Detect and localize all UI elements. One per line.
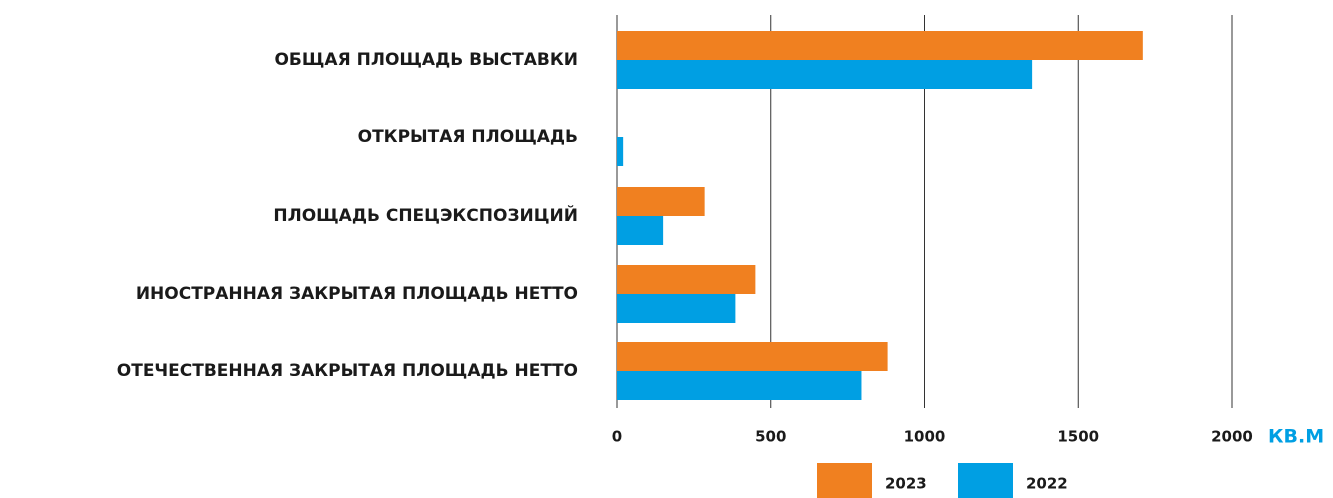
x-tick-label: 1000 bbox=[904, 428, 946, 446]
bar bbox=[617, 371, 861, 400]
chart: КВ.М 0 500 1000 1500 2000 ОБЩАЯ ПЛОЩАДЬ ВЫСТА… bbox=[0, 0, 1333, 498]
category-label: ИНОСТРАННАЯ ЗАКРЫТАЯ ПЛОЩАДЬ НЕТТО bbox=[136, 284, 578, 304]
legend-swatch bbox=[958, 463, 1013, 498]
bar bbox=[617, 265, 755, 294]
x-tick-label: 0 bbox=[612, 428, 622, 446]
axis-unit: КВ.М bbox=[1268, 426, 1324, 448]
legend-swatch bbox=[817, 463, 872, 498]
category-label: ОТЕЧЕСТВЕННАЯ ЗАКРЫТАЯ ПЛОЩАДЬ НЕТТО bbox=[117, 361, 578, 381]
category-label: ОБЩАЯ ПЛОЩАДЬ ВЫСТАВКИ bbox=[274, 50, 578, 70]
legend-label: 2023 bbox=[885, 475, 927, 493]
legend-label: 2022 bbox=[1026, 475, 1068, 493]
x-tick-label: 2000 bbox=[1211, 428, 1253, 446]
bar bbox=[617, 187, 705, 216]
category-label: ОТКРЫТАЯ ПЛОЩАДЬ bbox=[358, 127, 578, 147]
bar bbox=[617, 294, 735, 323]
bar bbox=[617, 60, 1032, 89]
bar bbox=[617, 216, 663, 245]
bar bbox=[617, 31, 1143, 60]
bar bbox=[617, 137, 623, 166]
x-tick-label: 1500 bbox=[1057, 428, 1099, 446]
category-label: ПЛОЩАДЬ СПЕЦЭКСПОЗИЦИЙ bbox=[273, 204, 578, 226]
x-tick-label: 500 bbox=[755, 428, 786, 446]
bar bbox=[617, 342, 888, 371]
